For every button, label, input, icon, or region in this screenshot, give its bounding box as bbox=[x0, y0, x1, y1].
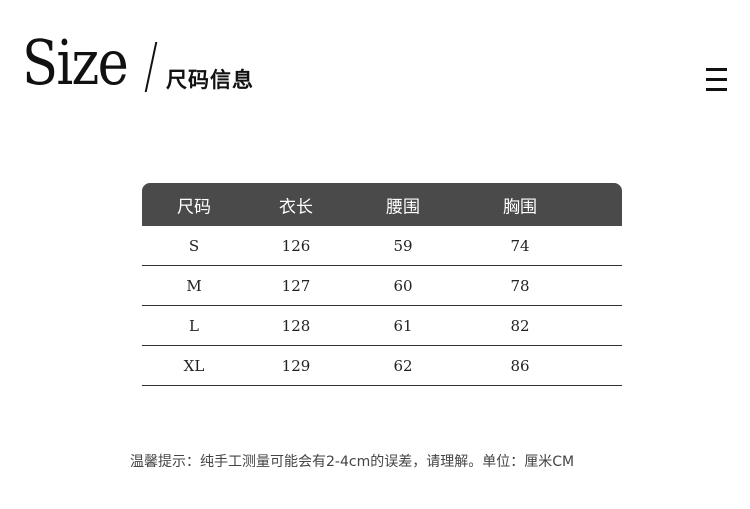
cell-chest: 74 bbox=[510, 236, 530, 255]
header-chest: 胸围 bbox=[503, 197, 537, 217]
measurement-note: 温馨提示：纯手工测量可能会有2-4cm的误差，请理解。单位：厘米CM bbox=[130, 454, 575, 470]
cell-waist: 61 bbox=[393, 316, 413, 335]
header-size: 尺码 bbox=[177, 197, 211, 217]
cell-size: S bbox=[188, 236, 200, 255]
table-row: XL 129 62 86 bbox=[142, 346, 622, 386]
cell-length: 129 bbox=[281, 356, 311, 375]
cell-waist: 60 bbox=[393, 276, 413, 295]
cell-chest: 78 bbox=[510, 276, 530, 295]
size-table: 尺码 衣长 腰围 胸围 S 126 59 74 M 127 60 78 L 128 61 82 XL 12… bbox=[142, 183, 622, 386]
cell-length: 128 bbox=[281, 316, 311, 335]
table-row: L 128 61 82 bbox=[142, 306, 622, 346]
cell-length: 126 bbox=[281, 236, 311, 255]
cell-size: M bbox=[186, 276, 202, 295]
table-row: S 126 59 74 bbox=[142, 226, 622, 266]
cell-chest: 86 bbox=[510, 356, 530, 375]
title-chinese: 尺码信息 bbox=[166, 68, 254, 92]
title-divider bbox=[144, 42, 158, 92]
table-row: M 127 60 78 bbox=[142, 266, 622, 306]
header-length: 衣长 bbox=[279, 197, 313, 217]
cell-waist: 62 bbox=[393, 356, 413, 375]
cell-length: 127 bbox=[281, 276, 311, 295]
title-english: Size bbox=[22, 26, 129, 99]
cell-waist: 59 bbox=[393, 236, 413, 255]
cell-size: XL bbox=[183, 356, 205, 375]
cell-size: L bbox=[189, 316, 199, 335]
header-waist: 腰围 bbox=[386, 197, 420, 217]
table-header: 尺码 衣长 腰围 胸围 bbox=[142, 183, 622, 226]
hamburger-menu-icon[interactable] bbox=[706, 68, 727, 92]
cell-chest: 82 bbox=[510, 316, 530, 335]
